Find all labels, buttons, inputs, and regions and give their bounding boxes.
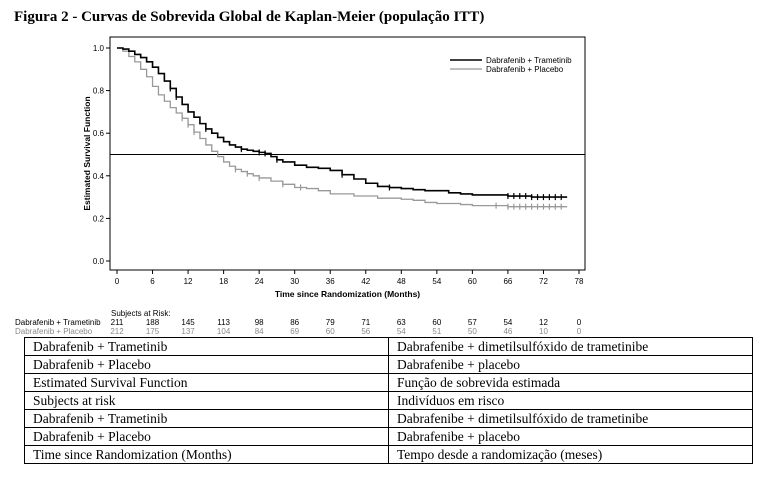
y-tick-label: 0.4 [93,172,105,181]
source-term: Dabrafenib + Trametinib [24,409,389,428]
risk-count: 113 [217,318,230,327]
risk-count: 0 [576,327,582,336]
translated-term: Dabrafenibe + dimetilsulfóxido de tramet… [388,337,753,356]
translation-row: Subjects at risk Indivíduos em risco [24,391,753,410]
x-tick-label: 66 [503,277,512,286]
translation-row: Dabrafenib + Placebo Dabrafenibe + placeb… [24,355,753,374]
x-tick-label: 72 [539,277,548,286]
risk-count: 57 [467,318,477,327]
translated-term: Tempo desde a randomização (meses) [388,445,753,464]
translated-term: Dabrafenibe + placebo [388,355,753,374]
risk-count: 56 [361,327,371,336]
y-tick-label: 0.0 [93,257,105,266]
risk-count: 98 [254,318,264,327]
y-tick-label: 0.6 [93,129,105,138]
source-term: Time since Randomization (Months) [24,445,389,464]
risk-count: 175 [145,327,160,336]
translation-row: Dabrafenib + Trametinib Dabrafenibe + dim… [24,409,753,428]
y-axis-label: Estimated Survival Function [82,96,92,210]
risk-count: 54 [396,327,406,336]
risk-count: 10 [539,327,548,336]
x-tick-label: 30 [290,277,299,286]
source-term: Dabrafenib + Placebo [24,427,389,446]
risk-count: 212 [110,327,124,336]
translation-row: Dabrafenib + Trametinib Dabrafenibe + dim… [24,337,753,356]
risk-count: 188 [145,318,160,327]
translated-term: Indivíduos em risco [388,391,753,410]
translation-table: Dabrafenib + Trametinib Dabrafenibe + dim… [24,337,753,464]
translated-term: Dabrafenibe + dimetilsulfóxido de tramet… [388,409,753,428]
translation-row: Dabrafenib + Placebo Dabrafenibe + placeb… [24,427,753,446]
risk-count: 71 [361,318,371,327]
risk-count: 12 [539,318,548,327]
risk-count: 46 [503,327,513,336]
risk-table-header: Subjects at Risk: [111,309,171,318]
km-chart: 0.0 0.2 0.4 0.6 0.8 1.0 0 6 12 18 24 30 36 42 48 54 60 66… [82,36,586,299]
x-tick-label: 6 [150,277,155,286]
figure-title: Figura 2 - Curvas de Sobrevida Global de… [14,9,485,25]
translated-term: Função de sobrevida estimada [388,373,753,392]
risk-count: 60 [325,327,335,336]
x-tick-label: 54 [432,277,441,286]
risk-count: 79 [325,318,335,327]
risk-count: 104 [216,327,231,336]
x-tick-label: 60 [468,277,477,286]
risk-count: 60 [432,318,442,327]
risk-count: 51 [432,327,442,336]
source-term: Dabrafenib + Placebo [24,355,389,374]
x-tick-label: 42 [361,277,370,286]
x-tick-label: 0 [115,277,120,286]
translated-term: Dabrafenibe + placebo [388,427,753,446]
risk-count: 145 [181,318,195,327]
risk-count: 84 [254,327,264,336]
source-term: Subjects at risk [24,391,389,410]
legend-entry: Dabrafenib + Trametinib [486,56,572,65]
x-tick-label: 48 [397,277,406,286]
x-tick-label: 12 [184,277,193,286]
risk-count: 86 [290,318,300,327]
risk-count: 69 [290,327,300,336]
translation-row: Estimated Survival Function Função de sob… [24,373,753,392]
x-tick-label: 18 [219,277,228,286]
source-term: Estimated Survival Function [24,373,389,392]
y-tick-label: 0.2 [93,214,105,223]
source-term: Dabrafenib + Trametinib [24,337,389,356]
risk-row-label: Dabrafenib + Placebo [15,327,93,336]
x-tick-label: 24 [255,277,264,286]
y-tick-label: 0.8 [93,87,105,96]
risk-count: 63 [396,318,406,327]
series-line-dabrafenib-trametinib [117,47,568,198]
risk-count: 137 [181,327,195,336]
translation-row: Time since Randomization (Months) Tempo d… [24,445,753,464]
risk-count: 0 [576,318,582,327]
x-axis-label: Time since Randomization (Months) [275,289,420,299]
risk-count: 50 [467,327,477,336]
y-tick-label: 1.0 [93,44,105,53]
risk-count: 211 [110,318,124,327]
legend-entry: Dabrafenib + Placebo [486,65,564,74]
x-tick-label: 36 [326,277,335,286]
plot-frame [109,36,586,271]
risk-count: 54 [503,318,513,327]
risk-row-label: Dabrafenib + Trametinib [15,318,101,327]
x-tick-label: 78 [575,277,584,286]
